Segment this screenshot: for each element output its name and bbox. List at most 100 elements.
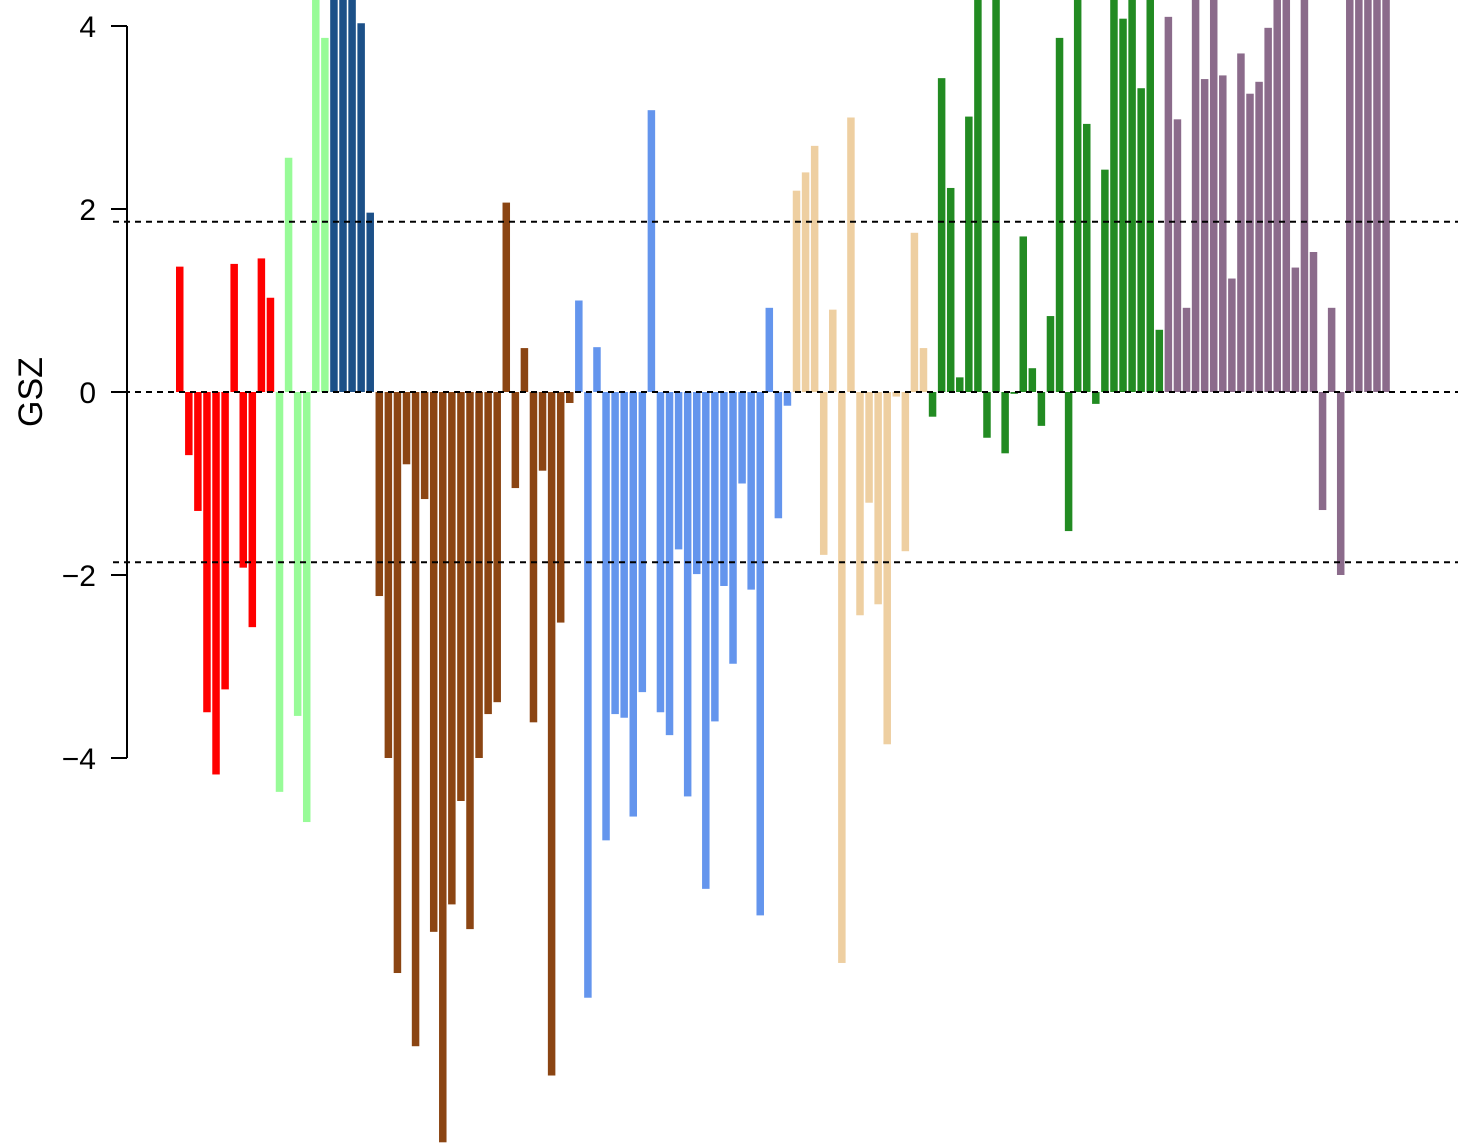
y-tick-label: 4 — [79, 11, 96, 44]
bar-group7-4 — [956, 377, 964, 392]
bar-group5-9 — [647, 110, 656, 393]
bar-group8-18 — [1318, 392, 1327, 511]
bar-group6-14 — [910, 232, 919, 392]
bar-group1-1 — [176, 266, 184, 392]
bar-group7-6 — [974, 0, 982, 392]
bar-group7-15 — [1055, 37, 1064, 392]
bar-group5-17 — [720, 392, 728, 586]
bar-group4-8 — [439, 392, 447, 1143]
bar-group5-11 — [665, 392, 674, 736]
bar-group4-19 — [538, 392, 547, 471]
bar-group5-18 — [729, 392, 737, 664]
bar-group8-19 — [1327, 307, 1336, 392]
bar-group8-13 — [1273, 0, 1281, 392]
bar-group7-18 — [1083, 123, 1091, 393]
bar-group1-7 — [230, 263, 238, 392]
bar-group5-24 — [783, 392, 792, 406]
bar-group5-2 — [584, 392, 592, 998]
bar-group8-24 — [1373, 0, 1381, 392]
bar-group8-22 — [1355, 0, 1363, 392]
bar-group2-4 — [302, 392, 311, 823]
y-axis-label: GSZ — [12, 357, 50, 427]
bar-group5-23 — [774, 392, 783, 519]
bar-group6-12 — [892, 392, 901, 397]
bar-group5-21 — [756, 392, 764, 916]
bar-group2-5 — [312, 0, 320, 392]
bar-group8-11 — [1255, 81, 1263, 392]
bar-group6-3 — [810, 145, 819, 392]
bar-group4-18 — [529, 392, 538, 723]
bar-group4-7 — [429, 392, 438, 932]
y-tick-label: −2 — [62, 560, 96, 593]
bar-group4-12 — [475, 392, 483, 758]
bar-group6-6 — [838, 392, 846, 963]
bar-group6-9 — [865, 392, 873, 503]
bar-group4-4 — [402, 392, 411, 465]
bar-group4-21 — [556, 392, 565, 623]
y-tick-label: 0 — [79, 377, 96, 410]
bar-group1-4 — [203, 392, 211, 713]
bar-group1-11 — [266, 297, 275, 392]
bar-group4-15 — [502, 202, 511, 392]
bar-group4-13 — [484, 392, 492, 715]
y-tick-label: 2 — [79, 194, 96, 227]
bar-group4-16 — [511, 392, 520, 489]
bar-group8-17 — [1309, 252, 1318, 392]
bar-group8-5 — [1200, 79, 1209, 392]
bar-group8-14 — [1282, 0, 1291, 392]
bar-group7-10 — [1010, 392, 1018, 394]
bar-group8-7 — [1219, 75, 1227, 392]
bar-group8-3 — [1182, 307, 1191, 392]
bar-group2-3 — [293, 392, 302, 716]
bar-group7-13 — [1037, 392, 1046, 426]
bar-group8-23 — [1364, 0, 1372, 392]
bar-group1-8 — [239, 392, 247, 568]
bar-group8-2 — [1173, 119, 1182, 392]
bar-group1-2 — [185, 392, 193, 456]
bar-group4-17 — [520, 348, 529, 392]
bar-group5-3 — [593, 347, 601, 392]
bar-group4-6 — [420, 392, 429, 500]
bar-group4-10 — [457, 392, 465, 801]
bar-group7-11 — [1019, 236, 1028, 392]
bar-group5-7 — [629, 392, 637, 817]
bar-group6-7 — [847, 117, 855, 392]
bar-group6-10 — [874, 392, 882, 605]
bar-group4-14 — [493, 392, 501, 703]
bar-group3-2 — [339, 0, 347, 392]
bar-group5-8 — [638, 392, 647, 693]
bar-group1-9 — [248, 392, 257, 628]
bar-group7-9 — [1001, 392, 1009, 454]
bar-group7-22 — [1119, 18, 1127, 393]
bar-group4-5 — [411, 392, 420, 1047]
bar-group4-2 — [384, 392, 393, 758]
bar-group5-22 — [765, 307, 774, 392]
bar-group5-20 — [747, 392, 755, 590]
bar-group8-1 — [1164, 16, 1173, 392]
y-axis: −4 −2 0 2 4 — [62, 11, 128, 776]
bar-group8-10 — [1246, 93, 1254, 393]
bar-group7-14 — [1046, 316, 1055, 392]
bar-group7-2 — [937, 78, 946, 393]
bar-group5-16 — [711, 392, 719, 722]
bar-group8-16 — [1300, 0, 1309, 392]
bar-group5-19 — [738, 392, 746, 484]
bar-group4-20 — [547, 392, 556, 1076]
bar-group7-25 — [1146, 0, 1154, 392]
bar-group8-6 — [1209, 0, 1218, 392]
bar-group6-13 — [901, 392, 910, 552]
bar-group1-6 — [221, 392, 229, 690]
bar-group4-9 — [448, 392, 456, 905]
bar-group7-1 — [928, 392, 937, 417]
bar-group7-21 — [1110, 0, 1118, 392]
bar-group4-1 — [375, 392, 384, 597]
bar-group2-1 — [275, 392, 284, 792]
bar-group7-17 — [1073, 0, 1082, 392]
bar-group6-15 — [919, 348, 928, 392]
bar-group7-7 — [983, 392, 991, 438]
bar-group8-15 — [1291, 267, 1300, 392]
bar-group5-5 — [611, 392, 619, 715]
bar-group1-5 — [212, 392, 220, 775]
bar-group8-25 — [1382, 0, 1390, 392]
